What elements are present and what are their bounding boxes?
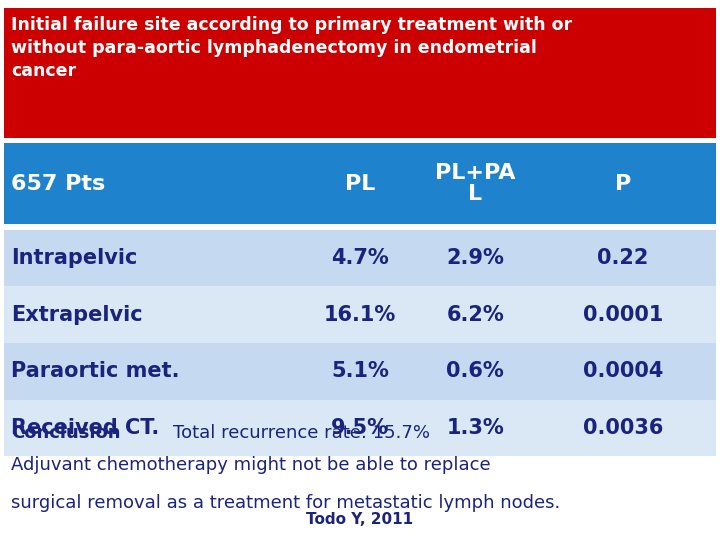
Text: 5.1%: 5.1%: [331, 361, 389, 381]
Text: 1.3%: 1.3%: [446, 418, 504, 438]
Bar: [4, 286, 716, 343]
Text: 6.2%: 6.2%: [446, 305, 504, 325]
Text: Paraortic met.: Paraortic met.: [11, 361, 179, 381]
Text: P: P: [615, 173, 631, 194]
Text: surgical removal as a treatment for metastatic lymph nodes.: surgical removal as a treatment for meta…: [11, 494, 560, 512]
Text: 0.22: 0.22: [597, 248, 649, 268]
Text: 4.7%: 4.7%: [331, 248, 389, 268]
Text: 16.1%: 16.1%: [324, 305, 396, 325]
Text: Adjuvant chemotherapy might not be able to replace: Adjuvant chemotherapy might not be able …: [11, 456, 490, 474]
Text: Initial failure site according to primary treatment with or
without para-aortic : Initial failure site according to primar…: [11, 16, 572, 80]
Text: 0.0001: 0.0001: [582, 305, 663, 325]
Text: Received CT.: Received CT.: [11, 418, 159, 438]
Text: PL: PL: [345, 173, 375, 194]
Bar: [4, 230, 716, 286]
Text: Todo Y, 2011: Todo Y, 2011: [307, 511, 413, 526]
Bar: [4, 143, 716, 224]
Text: 657 Pts: 657 Pts: [11, 173, 105, 194]
Text: Intrapelvic: Intrapelvic: [11, 248, 138, 268]
Text: 0.6%: 0.6%: [446, 361, 504, 381]
Bar: [4, 8, 716, 138]
Text: 0.0036: 0.0036: [582, 418, 663, 438]
Text: Total recurrence rate: 15.7%: Total recurrence rate: 15.7%: [173, 424, 430, 442]
Bar: [4, 400, 716, 456]
Text: Extrapelvic: Extrapelvic: [11, 305, 143, 325]
Text: 9.5%: 9.5%: [331, 418, 389, 438]
Text: 0.0004: 0.0004: [582, 361, 663, 381]
Text: Conclusion: Conclusion: [11, 424, 120, 442]
Text: 2.9%: 2.9%: [446, 248, 504, 268]
Bar: [4, 343, 716, 400]
Text: PL+PA
L: PL+PA L: [435, 163, 516, 205]
